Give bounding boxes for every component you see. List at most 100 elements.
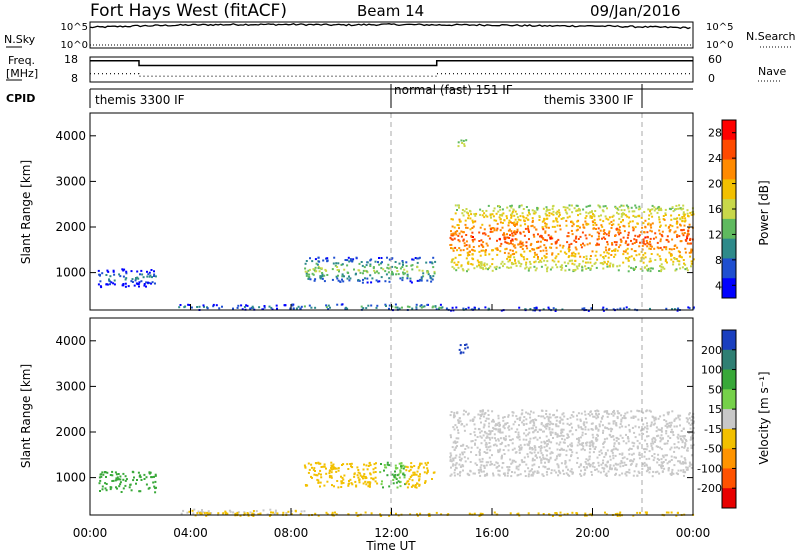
- power-point: [526, 247, 529, 250]
- power-point: [535, 253, 538, 256]
- power-point: [568, 204, 571, 207]
- power-point: [625, 204, 628, 207]
- power-point: [403, 268, 406, 271]
- power-point: [99, 285, 102, 288]
- velocity-point: [450, 466, 452, 469]
- velocity-point: [410, 474, 413, 477]
- power-point: [684, 251, 687, 254]
- power-point: [533, 226, 536, 229]
- power-point: [568, 250, 570, 253]
- velocity-point: [222, 512, 225, 515]
- velocity-point: [470, 446, 473, 449]
- power-point: [496, 227, 499, 230]
- power-point: [361, 281, 364, 284]
- velocity-point: [653, 437, 656, 440]
- velocity-point: [359, 474, 362, 477]
- velocity-point: [409, 476, 412, 478]
- power-point: [196, 306, 199, 308]
- power-point: [678, 204, 681, 207]
- power-point: [588, 233, 591, 236]
- power-point: [321, 277, 324, 280]
- power-point: [555, 213, 558, 216]
- power-point: [680, 208, 683, 211]
- power-point: [555, 240, 558, 243]
- velocity-point: [424, 480, 427, 483]
- velocity-point: [569, 416, 572, 419]
- velocity-point: [529, 446, 532, 449]
- velocity-point: [576, 457, 579, 460]
- velocity-point: [480, 470, 483, 473]
- power-point: [551, 266, 554, 269]
- power-point: [499, 205, 501, 208]
- velocity-point: [638, 426, 640, 429]
- velocity-point: [514, 431, 517, 433]
- frequency-panel-frame: [89, 56, 694, 83]
- velocity-point: [669, 448, 672, 451]
- power-point: [616, 207, 619, 210]
- power-point: [409, 277, 412, 280]
- velocity-point: [416, 482, 419, 485]
- power-point: [495, 265, 498, 268]
- power-point: [458, 227, 460, 230]
- velocity-point: [232, 511, 235, 514]
- power-point: [482, 241, 485, 244]
- power-point: [136, 283, 139, 286]
- power-point: [291, 303, 294, 306]
- power-point: [555, 246, 558, 249]
- power-point: [675, 258, 678, 260]
- velocity-point: [368, 484, 371, 487]
- power-point: [495, 229, 498, 232]
- velocity-point: [613, 445, 616, 448]
- velocity-point: [479, 435, 482, 438]
- power-point: [582, 260, 585, 263]
- power-point: [595, 228, 597, 230]
- power-point: [596, 258, 599, 261]
- power-point: [590, 307, 593, 310]
- velocity-point: [692, 420, 695, 423]
- velocity-point: [246, 512, 249, 514]
- velocity-point: [138, 474, 141, 477]
- velocity-point: [628, 430, 631, 433]
- power-point: [398, 307, 401, 310]
- power-point: [516, 228, 519, 231]
- velocity-point: [601, 415, 604, 418]
- velocity-point: [537, 451, 540, 454]
- velocity-point: [525, 422, 528, 425]
- power-point: [505, 215, 508, 218]
- power-point: [551, 253, 554, 256]
- power-point: [611, 242, 613, 245]
- velocity-point: [489, 438, 492, 441]
- power-point: [304, 270, 307, 273]
- velocity-point: [509, 512, 512, 515]
- power-point: [509, 254, 512, 257]
- power-point: [592, 213, 594, 216]
- velocity-point: [357, 469, 360, 471]
- velocity-point: [557, 453, 560, 456]
- velocity-point: [463, 409, 466, 412]
- power-point: [506, 266, 509, 269]
- power-point: [516, 230, 519, 232]
- velocity-point: [538, 436, 541, 439]
- power-point: [667, 240, 670, 243]
- power-point: [639, 268, 642, 270]
- power-point: [660, 233, 663, 236]
- velocity-point: [418, 464, 421, 467]
- power-point: [614, 248, 617, 251]
- power-point: [500, 242, 503, 245]
- velocity-point: [531, 474, 534, 477]
- power-point: [513, 256, 516, 259]
- power-point: [525, 261, 528, 264]
- power-point: [491, 263, 494, 266]
- power-point: [654, 232, 657, 235]
- power-point: [594, 261, 597, 264]
- power-colorbar-swatch-3: [722, 179, 736, 200]
- power-point: [112, 282, 115, 285]
- velocity-point: [482, 426, 485, 429]
- power-point: [517, 243, 520, 246]
- power-point: [659, 265, 661, 268]
- power-point: [616, 227, 619, 230]
- velocity-point: [624, 472, 627, 475]
- velocity-point: [567, 445, 569, 448]
- velocity-point: [679, 461, 682, 464]
- power-point: [566, 212, 569, 215]
